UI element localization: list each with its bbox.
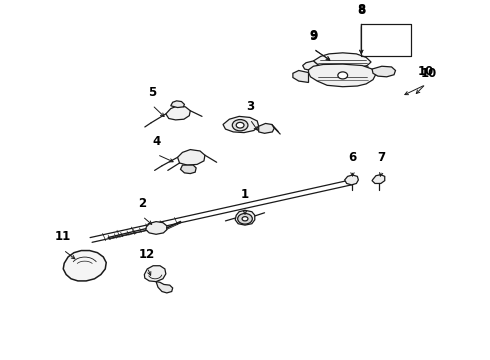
Text: 8: 8 [357,3,366,16]
Text: 7: 7 [378,151,386,164]
Circle shape [236,122,244,128]
Polygon shape [177,149,205,165]
Text: 10: 10 [417,64,434,77]
Polygon shape [372,66,395,77]
Circle shape [238,213,252,224]
Text: 1: 1 [241,188,249,201]
Text: 9: 9 [309,29,318,42]
Text: 10: 10 [420,67,437,80]
Text: 6: 6 [348,151,357,164]
Polygon shape [166,106,190,120]
Polygon shape [344,175,358,185]
Polygon shape [146,222,167,234]
Text: 12: 12 [139,248,155,261]
Circle shape [242,217,248,221]
Polygon shape [303,61,318,71]
Circle shape [338,72,347,79]
Polygon shape [259,123,274,133]
Text: 11: 11 [55,230,72,243]
Text: 4: 4 [153,135,161,148]
Polygon shape [223,116,259,132]
Polygon shape [171,101,184,108]
Polygon shape [293,71,309,82]
Polygon shape [180,165,196,174]
Text: 3: 3 [246,100,254,113]
Polygon shape [63,251,106,281]
Text: 8: 8 [357,4,366,17]
Polygon shape [235,210,255,225]
Polygon shape [156,282,172,293]
Text: 9: 9 [309,30,318,43]
Circle shape [232,120,248,131]
Polygon shape [145,266,166,282]
Polygon shape [314,53,371,69]
Polygon shape [309,64,376,87]
Text: 5: 5 [148,86,156,99]
Text: 2: 2 [138,197,147,210]
Polygon shape [372,175,385,184]
